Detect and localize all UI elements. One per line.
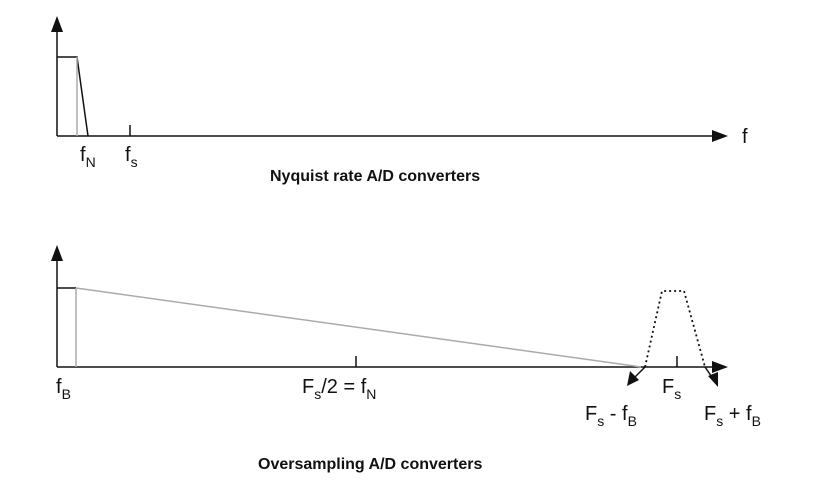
arrow-to-Fs-minus-fB-head (627, 371, 639, 386)
bottom-fB-label: fB (56, 376, 71, 402)
top-axis-f-label: f (742, 126, 748, 148)
image-band-dotted (644, 290, 706, 368)
top-fs-label: fs (125, 144, 138, 170)
nyquist-diagram: fN fs f Nyquist rate A/D converters (51, 16, 748, 185)
Fs-plus-fB-label: Fs + fB (704, 403, 761, 429)
bottom-y-axis-arrowhead (51, 245, 63, 261)
bottom-fs-half-label: Fs/2 = fN (302, 376, 376, 402)
top-x-axis-arrowhead (712, 130, 728, 142)
top-fN-label: fN (80, 144, 96, 170)
bottom-antialias-slope (75, 287, 642, 368)
top-y-axis-arrowhead (51, 16, 63, 32)
arrow-to-Fs-plus-fB-head (708, 372, 718, 387)
oversampling-title: Oversampling A/D converters (258, 456, 482, 473)
Fs-minus-fB-label: Fs - fB (585, 403, 637, 429)
bottom-x-axis-arrowhead (712, 361, 728, 373)
top-spectrum-shape (57, 56, 89, 137)
bottom-Fs-label: Fs (662, 376, 681, 402)
oversampling-diagram: fB Fs/2 = fN Fs Fs - fB Fs + fB Oversamp… (51, 245, 761, 473)
nyquist-title: Nyquist rate A/D converters (270, 168, 480, 185)
